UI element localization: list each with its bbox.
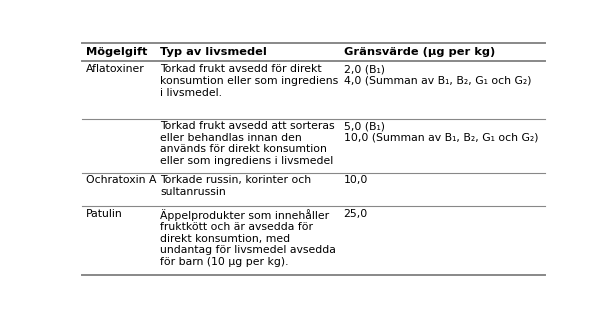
Text: Gränsvärde (µg per kg): Gränsvärde (µg per kg) — [343, 47, 494, 57]
Text: Torkade russin, korinter och
sultanrussin: Torkade russin, korinter och sultanrussi… — [160, 175, 311, 197]
Text: Torkad frukt avsedd att sorteras
eller behandlas innan den
används för direkt ko: Torkad frukt avsedd att sorteras eller b… — [160, 121, 335, 166]
Text: Aflatoxiner: Aflatoxiner — [86, 64, 144, 74]
Text: Mögelgift: Mögelgift — [86, 47, 147, 57]
Text: Typ av livsmedel: Typ av livsmedel — [160, 47, 267, 57]
Text: Äppelprodukter som innehåller
fruktkött och är avsedda för
direkt konsumtion, me: Äppelprodukter som innehåller fruktkött … — [160, 209, 336, 267]
Text: 10,0: 10,0 — [343, 175, 368, 185]
Text: 5,0 (B₁)
10,0 (Summan av B₁, B₂, G₁ och G₂): 5,0 (B₁) 10,0 (Summan av B₁, B₂, G₁ och … — [343, 121, 538, 143]
Text: Torkad frukt avsedd för direkt
konsumtion eller som ingrediens
i livsmedel.: Torkad frukt avsedd för direkt konsumtio… — [160, 64, 338, 98]
Text: 25,0: 25,0 — [343, 209, 368, 219]
Text: Patulin: Patulin — [86, 209, 123, 219]
Text: 2,0 (B₁)
4,0 (Summan av B₁, B₂, G₁ och G₂): 2,0 (B₁) 4,0 (Summan av B₁, B₂, G₁ och G… — [343, 64, 531, 86]
Text: Ochratoxin A: Ochratoxin A — [86, 175, 157, 185]
